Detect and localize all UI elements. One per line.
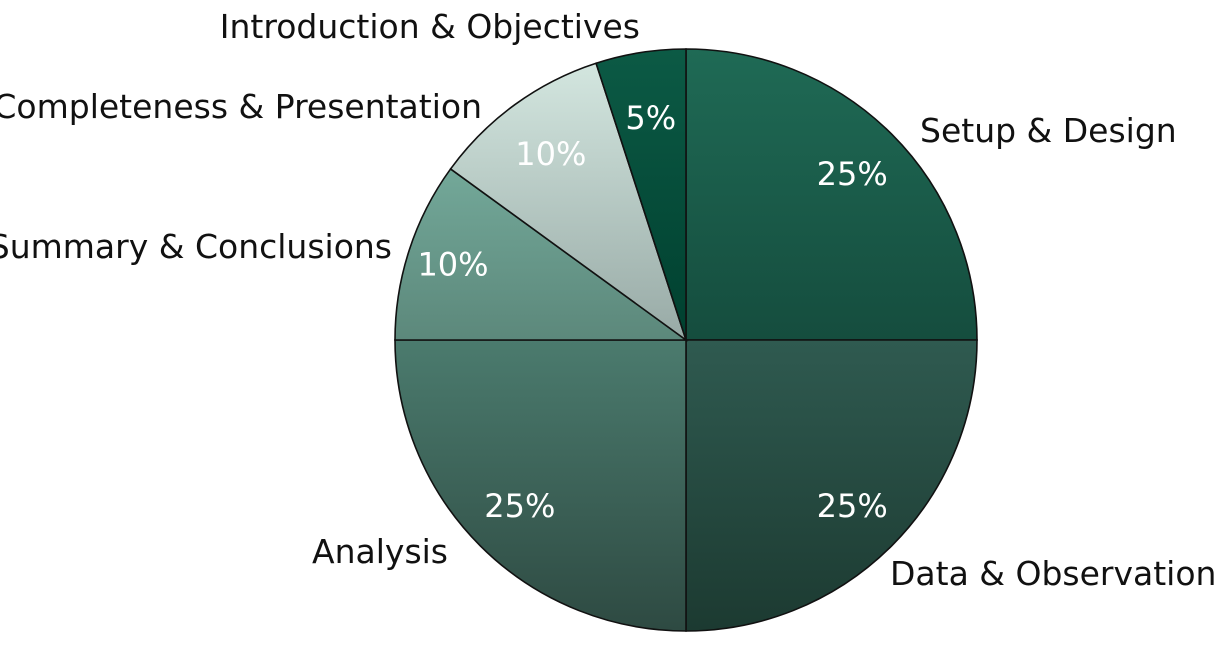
category-label-summary-and-conclusions: Summary & Conclusions — [0, 227, 392, 266]
slice-summary-and-conclusions — [394, 167, 689, 341]
slice-introduction-and-objectives — [595, 48, 687, 341]
percent-label-setup-and-design: 25% — [817, 155, 888, 193]
percent-label-completeness-and-presentation: 10% — [515, 135, 586, 173]
slice-setup-and-design — [685, 48, 978, 341]
slice-data-and-observations — [685, 339, 978, 632]
category-label-setup-and-design: Setup & Design — [920, 111, 1177, 150]
percent-label-data-and-observations: 25% — [817, 487, 888, 525]
percent-label-introduction-and-objectives: 5% — [625, 99, 676, 137]
category-labels: Setup & Design Data & Observations Analysi… — [0, 7, 1216, 593]
category-label-completeness-and-presentation: Completeness & Presentation — [0, 87, 482, 126]
slice-completeness-and-presentation — [449, 62, 688, 343]
category-label-introduction-and-objectives: Introduction & Objectives — [220, 7, 640, 46]
percent-label-analysis: 25% — [484, 487, 555, 525]
percent-labels: 25% 25% 25% 10% 10% 5% — [417, 99, 887, 525]
slice-analysis — [394, 339, 687, 632]
category-label-data-and-observations: Data & Observations — [890, 554, 1216, 593]
category-label-analysis: Analysis — [312, 532, 448, 571]
percent-label-summary-and-conclusions: 10% — [417, 245, 488, 283]
slices-layer — [394, 48, 978, 632]
